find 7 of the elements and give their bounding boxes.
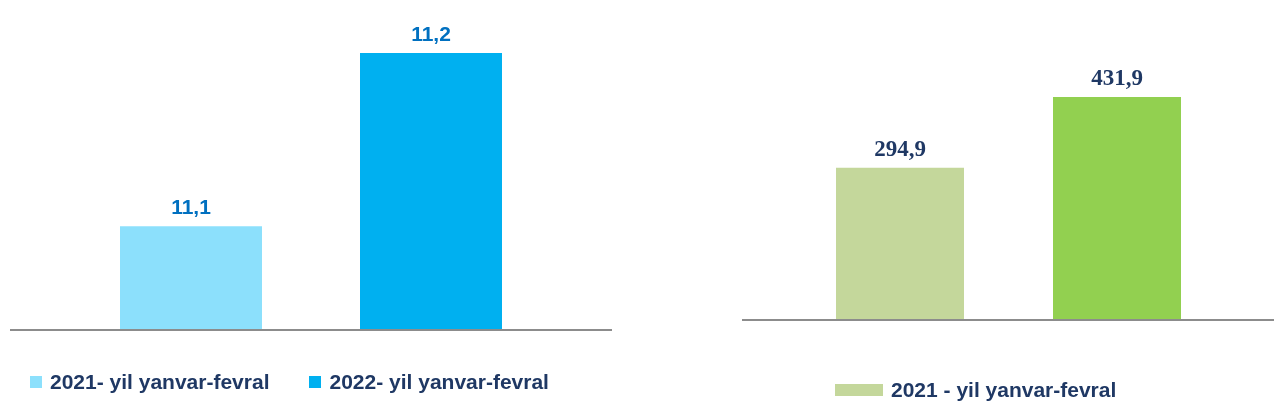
legend-label: 2021- yil yanvar-fevral [50, 370, 270, 394]
data-label: 11,2 [411, 22, 451, 45]
data-label: 11,1 [171, 195, 212, 219]
data-label: 431,9 [1091, 65, 1143, 90]
legend-label: 2022- yil yanvar-fevral [329, 370, 549, 394]
legend-label: 2021 - yil yanvar-fevral [891, 378, 1117, 402]
data-label: 294,9 [874, 135, 926, 161]
